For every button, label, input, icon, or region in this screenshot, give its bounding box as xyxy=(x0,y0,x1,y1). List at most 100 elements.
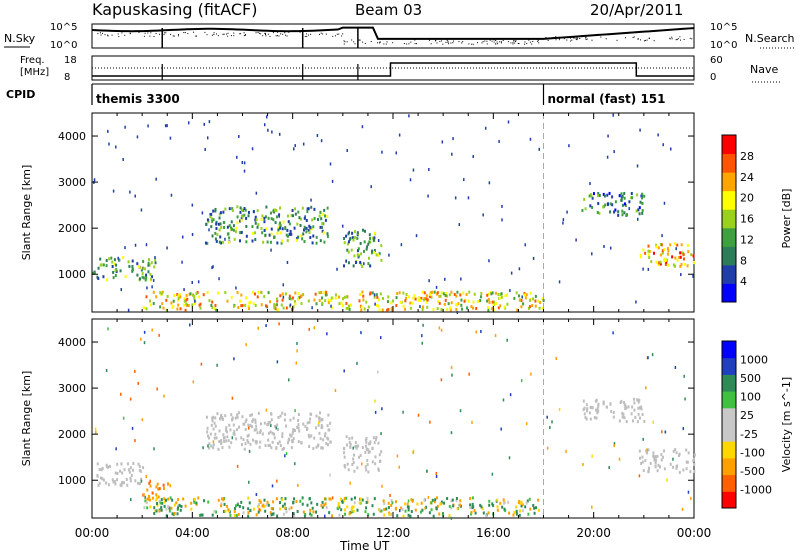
echo-cell xyxy=(253,428,256,432)
echo-cell xyxy=(210,225,213,229)
echo-cell xyxy=(242,422,245,426)
echo-cell xyxy=(625,420,628,424)
echo-cell xyxy=(641,211,644,215)
noise-search-point xyxy=(447,40,449,42)
echo-cell xyxy=(245,240,248,244)
echo-cell xyxy=(235,437,238,441)
echo-cell xyxy=(425,294,428,298)
echo-cell xyxy=(218,228,221,232)
noise-search-point xyxy=(645,39,647,41)
echo-cell xyxy=(218,212,221,216)
echo-cell xyxy=(390,503,393,507)
echo-cell xyxy=(380,450,383,454)
noise-search-point xyxy=(159,33,161,35)
echo-cell xyxy=(475,330,477,334)
echo-cell xyxy=(369,440,372,444)
echo-cell xyxy=(208,446,211,450)
echo-cell xyxy=(323,208,326,212)
echo-cell xyxy=(457,302,460,306)
colorbar-tick-label: 8 xyxy=(740,254,747,267)
echo-cell xyxy=(656,454,659,458)
echo-cell xyxy=(530,372,532,376)
noise-search-point xyxy=(172,35,174,37)
colorbar-segment xyxy=(722,391,736,409)
y-tick-label: 4000 xyxy=(58,130,86,143)
echo-cell xyxy=(631,405,634,409)
echo-cell xyxy=(202,446,204,450)
echo-cell xyxy=(631,419,634,423)
echo-cell xyxy=(253,231,256,235)
echo-cell xyxy=(352,264,355,268)
echo-cell xyxy=(602,401,605,405)
echo-cell xyxy=(165,507,168,511)
echo-cell xyxy=(236,413,239,417)
colorbar-segment xyxy=(722,474,736,492)
echo-cell xyxy=(360,252,363,256)
echo-cell xyxy=(675,464,678,468)
echo-cell xyxy=(264,304,267,308)
echo-cell xyxy=(522,503,524,507)
echo-cell xyxy=(643,194,646,198)
echo-cell xyxy=(472,300,475,304)
echo-cell xyxy=(186,303,189,307)
noise-search-point xyxy=(472,43,474,45)
echo-cell xyxy=(181,260,183,264)
echo-cell xyxy=(361,498,364,502)
echo-cell xyxy=(326,214,329,218)
echo-cell xyxy=(352,505,355,509)
echo-cell xyxy=(318,416,321,420)
echo-cell xyxy=(111,260,114,264)
echo-cell xyxy=(263,228,266,232)
noise-search-point xyxy=(342,33,344,35)
echo-cell xyxy=(234,416,237,420)
echo-cell xyxy=(676,243,679,247)
echo-cell xyxy=(480,291,483,295)
echo-cell xyxy=(169,496,172,500)
echo-cell xyxy=(232,228,235,232)
frequency-line xyxy=(92,62,694,77)
echo-cell xyxy=(491,307,494,311)
noise-search-point xyxy=(528,39,530,41)
echo-cell xyxy=(257,290,260,294)
echo-cell xyxy=(467,196,470,200)
echo-cell xyxy=(224,207,227,211)
noise-search-point xyxy=(486,40,488,42)
noise-search-point xyxy=(600,36,602,38)
echo-cell xyxy=(588,411,591,415)
echo-cell xyxy=(347,468,350,472)
echo-cell xyxy=(602,192,605,196)
echo-cell xyxy=(682,468,685,472)
echo-cell xyxy=(212,218,215,222)
echo-cell xyxy=(354,445,357,449)
echo-cell xyxy=(219,417,222,421)
echo-cell xyxy=(373,293,376,297)
echo-cell xyxy=(173,512,176,516)
echo-cell xyxy=(430,295,433,299)
echo-cell xyxy=(121,480,124,484)
echo-cell xyxy=(326,293,329,297)
echo-cell xyxy=(311,306,313,310)
echo-cell xyxy=(359,497,362,501)
echo-cell xyxy=(417,413,420,417)
echo-cell xyxy=(381,150,383,154)
echo-cell xyxy=(183,303,186,307)
echo-cell xyxy=(427,495,430,499)
echo-cell xyxy=(101,466,104,470)
echo-cell xyxy=(281,435,284,439)
echo-cell xyxy=(362,249,365,253)
echo-cell xyxy=(415,234,418,238)
echo-cell xyxy=(325,506,328,510)
echo-cell xyxy=(309,508,312,512)
echo-cell xyxy=(470,305,473,309)
echo-cell xyxy=(123,481,126,485)
echo-cell xyxy=(297,423,300,427)
echo-cell xyxy=(247,511,250,515)
echo-cell xyxy=(328,497,331,501)
colorbar-tick-label: -500 xyxy=(740,465,765,478)
echo-cell xyxy=(222,210,225,214)
echo-cell xyxy=(259,422,262,426)
echo-cell xyxy=(353,496,356,500)
echo-cell xyxy=(334,296,337,300)
noise-search-point xyxy=(538,42,540,44)
echo-cell xyxy=(502,498,505,502)
